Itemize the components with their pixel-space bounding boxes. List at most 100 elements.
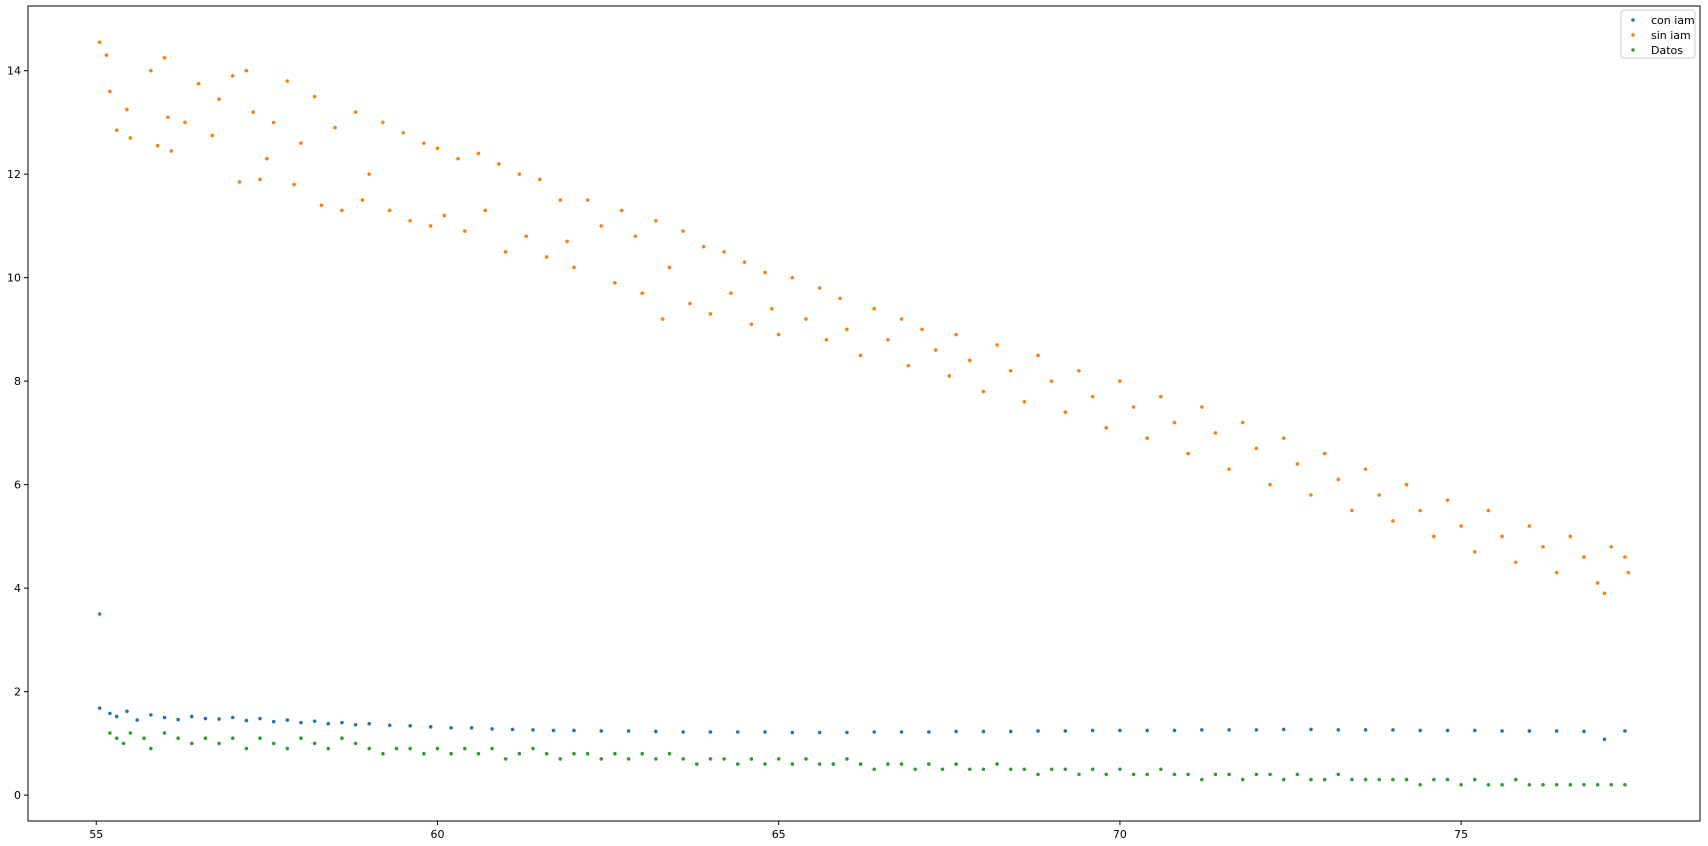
point-con-iam-15 — [285, 718, 290, 722]
point-sin-iam-109 — [1254, 446, 1259, 451]
point-con-iam-17 — [312, 719, 317, 723]
legend-label-con-iam: con iam — [1651, 14, 1695, 27]
point-datos-31 — [490, 746, 494, 751]
point-sin-iam-80 — [872, 306, 877, 311]
point-con-iam-50 — [1090, 728, 1095, 733]
point-datos-60 — [886, 762, 890, 766]
y-tick-label-6: 6 — [14, 479, 21, 492]
point-sin-iam-14 — [217, 97, 221, 101]
point-datos-51 — [763, 762, 767, 766]
point-con-iam-2 — [114, 714, 119, 719]
point-sin-iam-85 — [933, 348, 938, 352]
point-con-iam-63 — [1445, 728, 1450, 733]
point-sin-iam-97 — [1090, 394, 1095, 399]
point-sin-iam-91 — [1008, 369, 1013, 373]
point-sin-iam-83 — [906, 363, 911, 368]
point-sin-iam-66 — [722, 249, 726, 254]
point-sin-iam-93 — [1036, 353, 1040, 358]
legend: con iam sin iam Datos — [1620, 9, 1696, 59]
point-sin-iam-89 — [981, 389, 986, 394]
point-con-iam-70 — [1623, 729, 1627, 733]
point-con-iam-24 — [428, 725, 433, 729]
point-con-iam-7 — [176, 717, 180, 722]
point-datos-73 — [1063, 767, 1068, 772]
point-con-iam-6 — [162, 715, 167, 720]
point-datos-53 — [790, 762, 795, 766]
point-sin-iam-96 — [1077, 369, 1081, 373]
point-sin-iam-51 — [565, 239, 569, 244]
point-con-iam-62 — [1418, 728, 1422, 733]
point-con-iam-13 — [258, 716, 262, 721]
point-datos-52 — [776, 757, 781, 761]
point-datos-46 — [695, 762, 699, 766]
point-con-iam-68 — [1582, 729, 1586, 734]
point-sin-iam-131 — [1554, 570, 1559, 575]
point-sin-iam-134 — [1595, 581, 1600, 585]
point-datos-11 — [217, 741, 221, 746]
point-sin-iam-132 — [1568, 534, 1573, 539]
point-datos-78 — [1131, 772, 1136, 777]
point-sin-iam-56 — [619, 208, 624, 213]
point-datos-90 — [1295, 772, 1300, 777]
point-sin-iam-52 — [572, 265, 576, 270]
point-datos-44 — [667, 751, 672, 756]
point-con-iam-55 — [1227, 728, 1231, 732]
point-datos-3 — [121, 741, 126, 746]
point-sin-iam-95 — [1063, 410, 1068, 415]
x-tick-label-75: 75 — [1454, 828, 1468, 841]
point-datos-70 — [1022, 767, 1027, 772]
point-datos-12 — [230, 736, 235, 741]
point-sin-iam-99 — [1118, 379, 1122, 383]
point-datos-68 — [995, 762, 999, 766]
point-con-iam-38 — [763, 730, 767, 734]
point-con-iam-4 — [135, 718, 139, 722]
point-con-iam-48 — [1036, 729, 1040, 733]
point-datos-10 — [203, 736, 208, 741]
legend-marker-con-iam — [1631, 18, 1635, 22]
point-datos-80 — [1159, 767, 1163, 772]
point-datos-97 — [1391, 777, 1395, 782]
point-datos-19 — [326, 746, 331, 751]
point-sin-iam-1 — [104, 53, 109, 57]
point-con-iam-53 — [1172, 728, 1177, 733]
point-con-iam-42 — [872, 730, 877, 734]
y-tick-label-2: 2 — [14, 686, 21, 699]
point-datos-64 — [940, 767, 945, 772]
point-datos-8 — [176, 736, 180, 741]
point-sin-iam-129 — [1527, 524, 1532, 528]
point-datos-108 — [1541, 782, 1545, 787]
legend-label-datos: Datos — [1651, 44, 1683, 57]
point-sin-iam-48 — [538, 177, 542, 182]
point-sin-iam-79 — [858, 353, 863, 358]
x-tick-label-70: 70 — [1113, 828, 1127, 841]
point-con-iam-56 — [1254, 728, 1259, 732]
point-sin-iam-12 — [196, 81, 201, 86]
point-con-iam-41 — [845, 730, 849, 735]
point-sin-iam-28 — [340, 208, 344, 213]
point-datos-101 — [1445, 777, 1450, 782]
point-datos-83 — [1200, 777, 1204, 782]
point-sin-iam-24 — [299, 141, 303, 145]
point-sin-iam-11 — [183, 120, 187, 125]
point-datos-104 — [1486, 782, 1491, 787]
point-datos-48 — [722, 757, 726, 761]
point-sin-iam-9 — [166, 115, 170, 120]
point-datos-27 — [435, 746, 440, 751]
point-sin-iam-58 — [640, 291, 644, 295]
point-con-iam-57 — [1281, 727, 1286, 732]
point-con-iam-3 — [125, 709, 129, 714]
point-sin-iam-119 — [1391, 519, 1395, 523]
point-sin-iam-76 — [824, 337, 829, 342]
point-con-iam-11 — [230, 715, 235, 720]
point-datos-4 — [128, 731, 133, 735]
point-con-iam-31 — [572, 728, 576, 733]
point-sin-iam-22 — [285, 79, 290, 83]
point-sin-iam-136 — [1609, 544, 1614, 549]
point-sin-iam-68 — [742, 260, 747, 264]
point-con-iam-44 — [927, 730, 931, 734]
point-sin-iam-73 — [790, 275, 795, 280]
point-sin-iam-107 — [1227, 467, 1231, 471]
point-datos-47 — [708, 757, 713, 761]
point-sin-iam-87 — [954, 332, 958, 337]
point-con-iam-19 — [340, 720, 344, 725]
